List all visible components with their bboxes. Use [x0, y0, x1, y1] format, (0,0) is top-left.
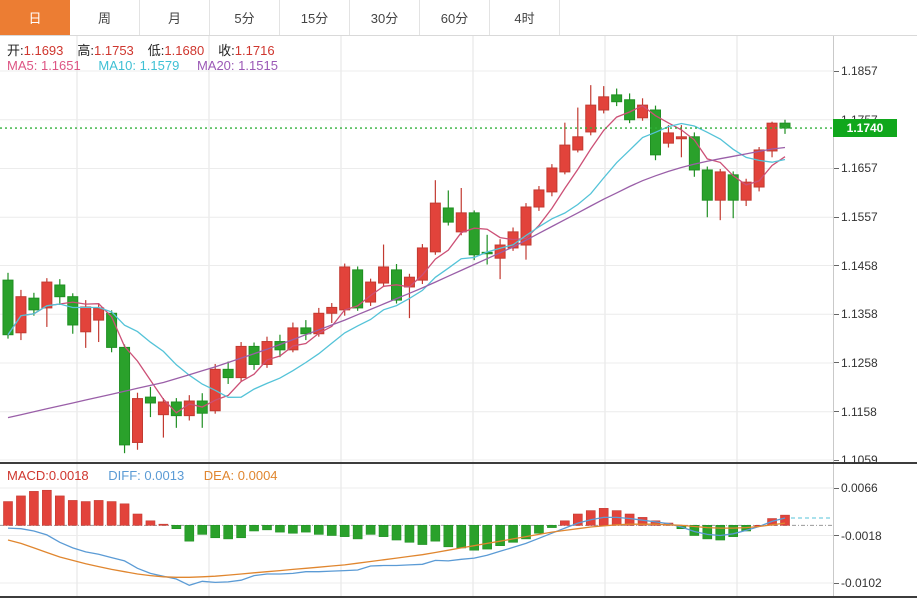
- period-tabbar: 日周月 5分 15分 30分 60分 4时: [0, 0, 917, 36]
- macd-axis: 0.0066 -0.0018 -0.0102: [833, 464, 917, 596]
- price-axis-label: 1.1857: [834, 64, 878, 78]
- low-label: 低:: [147, 43, 165, 58]
- tab-weekly[interactable]: 周: [70, 0, 140, 35]
- ma-legend: MA5: 1.1651 MA10: 1.1579 MA20: 1.1515: [7, 58, 292, 73]
- low-value: 1.1680: [164, 43, 205, 58]
- macd-axis-label: -0.0018: [834, 529, 882, 543]
- ohlc-legend: 开:1.1693 高:1.1753 低:1.1680 收:1.1716: [7, 40, 289, 59]
- ma10-legend: MA10: 1.1579: [98, 58, 180, 73]
- tab-4hour[interactable]: 4时: [490, 0, 560, 35]
- tab-60min[interactable]: 60分: [420, 0, 490, 35]
- price-axis-label: 1.1358: [834, 307, 878, 321]
- panel-divider: [0, 462, 917, 464]
- tab-30min[interactable]: 30分: [350, 0, 420, 35]
- high-value: 1.1753: [94, 43, 134, 58]
- price-axis: 1.18571.17571.16571.15571.14581.13581.12…: [833, 36, 917, 467]
- close-value: 1.1716: [234, 43, 275, 58]
- ma20-legend: MA20: 1.1515: [196, 58, 278, 73]
- diff-value-legend: DIFF: 0.0013: [108, 468, 185, 483]
- price-axis-label: 1.1059: [834, 453, 878, 467]
- candlestick-chart[interactable]: [0, 36, 833, 464]
- macd-chart[interactable]: [0, 464, 833, 597]
- open-label: 开:: [7, 43, 24, 58]
- open-value: 1.1693: [23, 43, 64, 58]
- close-label: 收:: [218, 43, 235, 58]
- price-axis-label: 1.1557: [834, 210, 878, 224]
- bottom-border: [0, 596, 917, 598]
- macd-axis-label: -0.0102: [834, 576, 882, 590]
- tab-5min[interactable]: 5分: [210, 0, 280, 35]
- tab-15min[interactable]: 15分: [280, 0, 350, 35]
- price-axis-label: 1.1158: [834, 405, 877, 419]
- high-label: 高:: [77, 43, 95, 58]
- price-axis-label: 1.1657: [834, 161, 878, 175]
- current-price-tag: 1.1740: [833, 119, 897, 138]
- tab-daily[interactable]: 日: [0, 0, 70, 35]
- macd-value-legend: MACD:0.0018: [7, 468, 89, 483]
- macd-axis-label: 0.0066: [834, 481, 878, 495]
- price-axis-label: 1.1458: [834, 259, 878, 273]
- ma5-legend: MA5: 1.1651: [7, 58, 81, 73]
- tab-monthly[interactable]: 月: [140, 0, 210, 35]
- dea-value-legend: DEA: 0.0004: [203, 468, 278, 483]
- macd-legend: MACD:0.0018 DIFF: 0.0013 DEA: 0.0004: [7, 468, 294, 483]
- price-axis-label: 1.1258: [834, 356, 878, 370]
